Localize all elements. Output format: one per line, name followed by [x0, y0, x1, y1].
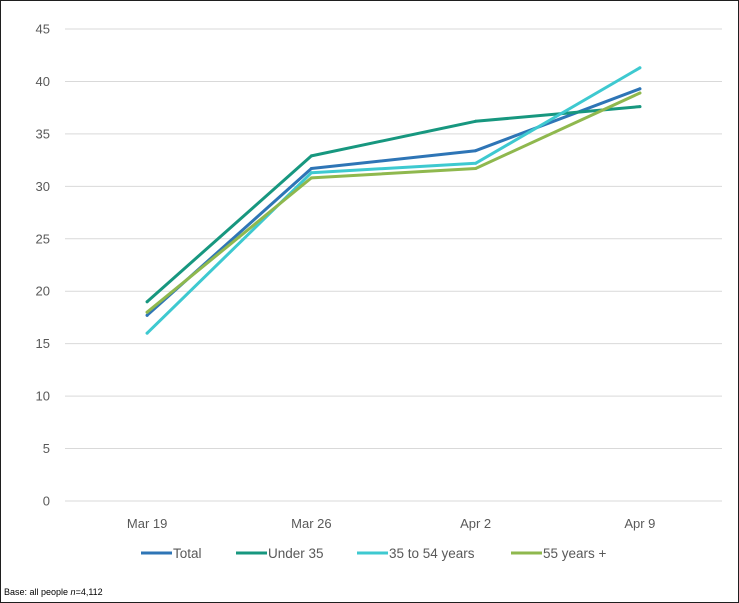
legend-item: Total [141, 546, 202, 561]
data-point [309, 171, 313, 175]
y-tick-label: 30 [36, 179, 50, 194]
y-tick-label: 0 [43, 494, 50, 509]
y-tick-label: 35 [36, 126, 50, 141]
data-point [638, 105, 642, 109]
y-tick-label: 45 [36, 22, 50, 37]
data-point [309, 176, 313, 180]
footnote-value: =4,112 [75, 587, 103, 597]
series-line [145, 87, 642, 317]
data-point [638, 66, 642, 70]
legend: Total Under 35 35 to 54 years 55 years + [141, 546, 607, 561]
y-tick-label: 25 [36, 231, 50, 246]
y-tick-label: 10 [36, 389, 50, 404]
footnote-n-symbol: n [70, 587, 76, 597]
y-axis-ticks: 0 5 10 15 20 25 30 35 40 45 [36, 22, 50, 509]
series-line [145, 66, 642, 335]
legend-item: 35 to 54 years [357, 546, 475, 561]
data-point [309, 167, 313, 171]
legend-label: 55 years + [543, 546, 607, 561]
data-point [145, 300, 149, 304]
data-point [145, 313, 149, 317]
legend-label: Total [173, 546, 202, 561]
y-tick-label: 40 [36, 74, 50, 89]
data-point [474, 149, 478, 153]
series-line [145, 91, 642, 314]
footnote-prefix: Base: all people [4, 587, 71, 597]
x-tick-label: Apr 2 [460, 516, 491, 531]
y-tick-label: 15 [36, 336, 50, 351]
legend-item: Under 35 [236, 546, 324, 561]
data-point [474, 167, 478, 171]
data-point [638, 91, 642, 95]
x-tick-label: Mar 19 [127, 516, 167, 531]
y-tick-label: 20 [36, 284, 50, 299]
y-tick-label: 5 [43, 441, 50, 456]
data-point [474, 119, 478, 123]
x-axis-ticks: Mar 19 Mar 26 Apr 2 Apr 9 [127, 516, 656, 531]
series-line [145, 105, 642, 304]
legend-item: 55 years + [511, 546, 607, 561]
legend-label: 35 to 54 years [389, 546, 475, 561]
x-tick-label: Apr 9 [624, 516, 655, 531]
data-point [638, 87, 642, 91]
data-point [145, 331, 149, 335]
data-point [309, 154, 313, 158]
data-point [145, 310, 149, 314]
x-tick-label: Mar 26 [291, 516, 331, 531]
footnote: Base: all people n=4,112 [4, 587, 103, 597]
data-point [474, 161, 478, 165]
series-lines [145, 66, 642, 335]
legend-label: Under 35 [268, 546, 324, 561]
